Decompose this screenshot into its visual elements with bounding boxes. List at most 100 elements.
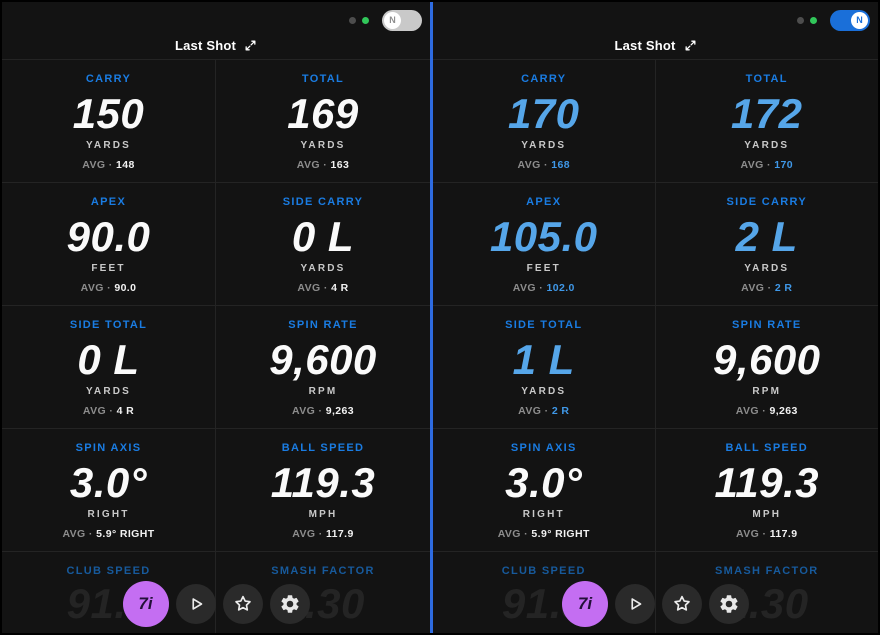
avg-value: 4 R xyxy=(331,282,349,294)
avg-value: 2 R xyxy=(551,405,570,417)
panel-topbar: N xyxy=(433,2,878,32)
shot-panel-right: N Last Shot CARRY 170 YARDS AVG · 168 TO… xyxy=(433,2,878,633)
stat-unit: RPM xyxy=(308,386,338,397)
stat-value: 119.3 xyxy=(714,459,819,506)
normalize-toggle[interactable]: N xyxy=(830,9,870,31)
stat-average: AVG · 117.9 xyxy=(292,528,353,540)
stat-label: BALL SPEED xyxy=(281,442,365,454)
club-selector-button[interactable]: 7i xyxy=(562,581,608,627)
stat-label: SPIN RATE xyxy=(731,319,802,331)
avg-label: AVG · xyxy=(735,405,767,417)
stat-label: SPIN AXIS xyxy=(510,442,577,454)
settings-button[interactable] xyxy=(269,584,310,624)
play-button[interactable] xyxy=(175,584,216,624)
stat-value: 170 xyxy=(507,90,580,137)
stat-label: CLUB SPEED xyxy=(501,565,586,577)
stat-average: AVG · 4 R xyxy=(83,405,134,417)
stat-unit: RPM xyxy=(752,386,782,397)
stat-label: SMASH FACTOR xyxy=(271,565,375,577)
avg-value: 90.0 xyxy=(114,282,137,294)
stat-value: 0 L xyxy=(77,336,140,383)
stat-unit: RIGHT xyxy=(522,509,565,520)
stat-cell: SPIN RATE 9,600 RPM AVG · 9,263 xyxy=(216,306,430,429)
stat-value: 119.3 xyxy=(270,459,376,506)
toggle-knob: N xyxy=(851,11,868,29)
stat-cell: APEX 90.0 FEET AVG · 90.0 xyxy=(2,183,216,306)
stat-cell: BALL SPEED 119.3 MPH AVG · 117.9 xyxy=(216,429,430,552)
avg-label: AVG · xyxy=(497,528,529,540)
stat-cell: CARRY 170 YARDS AVG · 168 xyxy=(433,60,656,183)
stats-grid: CARRY 170 YARDS AVG · 168 TOTAL 172 YARD… xyxy=(433,60,878,633)
panel-title: Last Shot xyxy=(614,38,676,53)
stat-cell: BALL SPEED 119.3 MPH AVG · 117.9 xyxy=(655,429,878,552)
stat-value: 2 L xyxy=(735,213,798,260)
play-button[interactable] xyxy=(615,584,655,624)
avg-value: 4 R xyxy=(116,405,135,417)
star-button[interactable] xyxy=(662,584,702,624)
stat-label: TOTAL xyxy=(745,73,788,85)
stat-cell-partial: SMASH FACTOR 1.30 xyxy=(216,552,430,633)
stat-unit: MPH xyxy=(752,509,782,520)
star-button[interactable] xyxy=(222,584,263,624)
avg-value: 163 xyxy=(330,159,350,171)
stat-unit: YARDS xyxy=(85,140,132,151)
stat-average: AVG · 2 R xyxy=(741,282,792,294)
stat-unit: FEET xyxy=(526,263,561,274)
star-icon xyxy=(674,595,690,611)
stat-cell: SIDE CARRY 0 L YARDS AVG · 4 R xyxy=(216,183,430,306)
stat-value: 169 xyxy=(287,90,359,137)
stat-cell: SPIN AXIS 3.0° RIGHT AVG · 5.9° RIGHT xyxy=(433,429,656,552)
stat-label: BALL SPEED xyxy=(725,442,808,454)
stat-cell: APEX 105.0 FEET AVG · 102.0 xyxy=(433,183,656,306)
shot-panel-left: N Last Shot CARRY 150 YARDS AVG · 148 TO… xyxy=(2,2,430,633)
avg-value: 170 xyxy=(774,159,793,171)
panel-title: Last Shot xyxy=(174,38,237,53)
panel-topbar: N xyxy=(2,2,430,32)
stat-label: CARRY xyxy=(85,73,132,85)
avg-label: AVG · xyxy=(518,405,549,417)
avg-value: 117.9 xyxy=(769,528,798,540)
star-icon xyxy=(234,595,251,611)
stat-label: SIDE CARRY xyxy=(726,196,807,208)
avg-label: AVG · xyxy=(292,405,323,417)
stat-unit: YARDS xyxy=(521,140,567,151)
stat-average: AVG · 2 R xyxy=(518,405,569,417)
stat-unit: RIGHT xyxy=(87,509,130,520)
avg-label: AVG · xyxy=(741,282,772,294)
stat-average: AVG · 5.9° RIGHT xyxy=(62,528,154,540)
stat-cell: SIDE TOTAL 0 L YARDS AVG · 4 R xyxy=(2,306,216,429)
avg-label: AVG · xyxy=(512,282,544,294)
stat-value: 150 xyxy=(72,90,145,137)
stat-average: AVG · 4 R xyxy=(297,282,348,294)
expand-arrows-icon[interactable] xyxy=(244,39,257,52)
club-selector-button[interactable]: 7i xyxy=(122,581,169,627)
avg-label: AVG · xyxy=(292,528,323,540)
stat-label: SPIN AXIS xyxy=(75,442,142,454)
stat-average: AVG · 9,263 xyxy=(292,405,354,417)
settings-button[interactable] xyxy=(709,584,749,624)
stat-value: 9,600 xyxy=(712,336,821,383)
stat-cell: TOTAL 172 YARDS AVG · 170 xyxy=(655,60,878,183)
stat-unit: YARDS xyxy=(744,140,790,151)
stat-unit: MPH xyxy=(308,509,338,520)
stat-label: SIDE TOTAL xyxy=(69,319,148,331)
gear-icon xyxy=(720,595,738,613)
stat-average: AVG · 170 xyxy=(741,159,793,171)
stat-average: AVG · 90.0 xyxy=(81,282,137,294)
panel-header: Last Shot xyxy=(433,32,878,60)
normalize-toggle[interactable]: N xyxy=(382,9,422,31)
play-icon xyxy=(631,598,642,610)
stats-grid: CARRY 150 YARDS AVG · 148 TOTAL 169 YARD… xyxy=(2,60,430,633)
avg-value: 2 R xyxy=(774,282,793,294)
stat-cell: TOTAL 169 YARDS AVG · 163 xyxy=(216,60,430,183)
stat-label: SIDE TOTAL xyxy=(505,319,583,331)
panel-divider xyxy=(430,2,433,633)
stat-cell: SPIN AXIS 3.0° RIGHT AVG · 5.9° RIGHT xyxy=(2,429,216,552)
stat-average: AVG · 5.9° RIGHT xyxy=(498,528,590,540)
stat-unit: YARDS xyxy=(300,263,346,274)
stat-unit: FEET xyxy=(91,263,126,274)
panel-toolbar: 7i xyxy=(2,581,430,627)
expand-arrows-icon[interactable] xyxy=(684,39,697,52)
avg-value: 102.0 xyxy=(546,282,575,294)
